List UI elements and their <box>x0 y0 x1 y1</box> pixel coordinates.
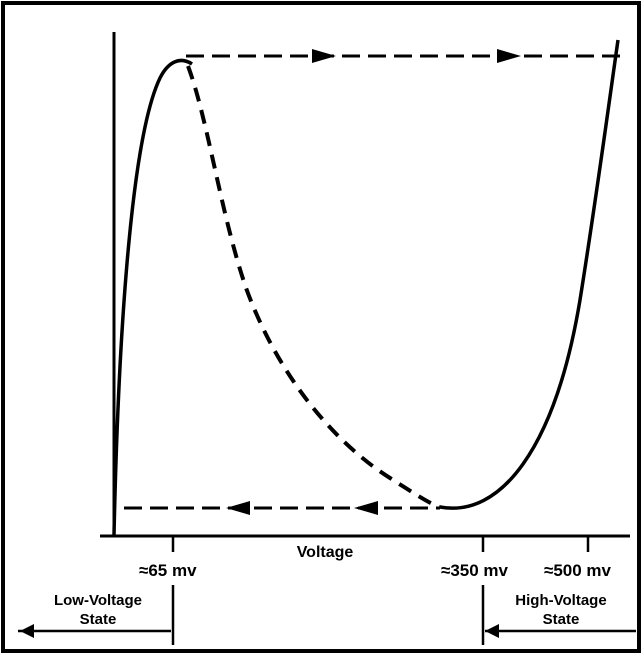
high-state-label-line1: High-Voltage <box>515 592 606 609</box>
tick-label-350mv: ≈350 mv <box>441 561 509 580</box>
high-state-label-line2: State <box>543 611 580 628</box>
switch-down-arrow-1 <box>226 501 250 515</box>
switch-down-arrow-2 <box>354 501 378 515</box>
tick-label-65mv: ≈65 mv <box>139 561 197 580</box>
low-state-arrowhead <box>20 624 34 638</box>
negative-resistance-curve <box>186 65 441 509</box>
diode-current-curve <box>439 39 620 510</box>
tunnel-current-curve <box>112 58 193 536</box>
low-state-label-line1: Low-Voltage <box>54 592 142 609</box>
x-axis-label: Voltage <box>297 544 354 561</box>
tick-label-500mv: ≈500 mv <box>544 561 612 580</box>
switch-up-arrow-2 <box>497 49 521 63</box>
high-state-arrowhead <box>485 624 499 638</box>
low-state-label-line2: State <box>80 611 117 628</box>
switch-up-arrow-1 <box>312 49 336 63</box>
